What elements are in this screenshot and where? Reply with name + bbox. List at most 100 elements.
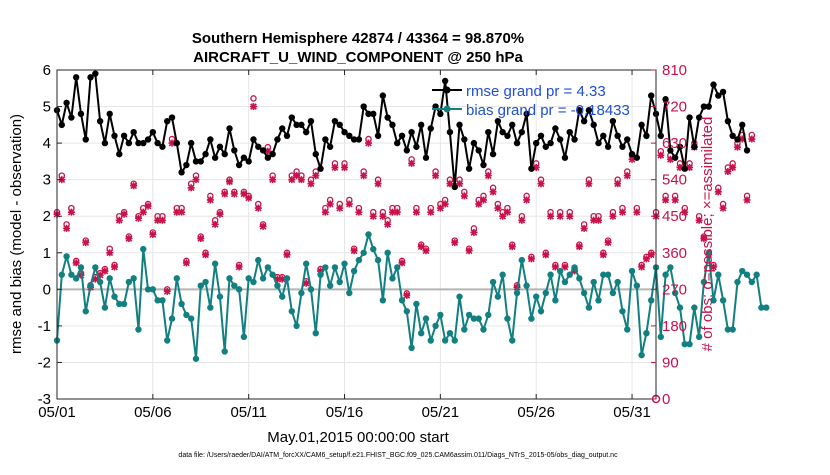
obs-possible-point [638, 261, 645, 269]
rmse-point [111, 132, 118, 139]
obs-possible-point [101, 265, 109, 273]
obs-assimilated-point [499, 212, 507, 220]
left-tick-label: 3 [43, 172, 51, 189]
rmse-point [144, 136, 152, 143]
bias-point [422, 315, 430, 322]
obs-possible-point [346, 196, 353, 204]
bias-point [437, 311, 444, 319]
bias-point [154, 297, 161, 304]
bias-point [556, 267, 564, 275]
rmse-point [255, 143, 262, 150]
obs-possible-point [633, 204, 641, 212]
obs-assimilated-point [580, 224, 588, 232]
obs-possible-point [360, 168, 367, 175]
obs-possible-point [135, 212, 142, 220]
obs-assimilated-point [254, 204, 262, 212]
rmse-point [235, 161, 243, 169]
obs-possible-point [68, 204, 75, 212]
bias-point [446, 330, 454, 337]
rmse-point [475, 147, 482, 154]
obs-possible-point [216, 208, 224, 216]
bias-point [355, 256, 363, 264]
bias-series [53, 230, 770, 362]
obs-assimilated-point [518, 216, 526, 224]
obs-assimilated-point [379, 212, 387, 220]
obs-assimilated-point [484, 172, 492, 180]
obs-possible-point [504, 204, 511, 212]
obs-possible-point [374, 176, 382, 183]
obs-assimilated-point [360, 172, 368, 180]
bias-point [710, 297, 717, 304]
obs-possible-point [211, 217, 219, 224]
rmse-point [207, 136, 214, 143]
obs-assimilated-point [494, 204, 502, 212]
rmse-point [269, 150, 276, 158]
obs-assimilated-point [115, 216, 123, 224]
rmse-point [154, 139, 161, 147]
obs-assimilated-point [331, 163, 339, 171]
rmse-point [96, 117, 104, 125]
obs-possible-point [662, 192, 669, 200]
rmse-point [116, 150, 123, 158]
obs-possible-point [63, 221, 70, 228]
obs-assimilated-point [470, 228, 478, 236]
obs-possible-point [623, 168, 631, 175]
obs-possible-point [355, 204, 363, 212]
bias-point [140, 245, 147, 253]
bias-point [499, 271, 506, 278]
rmse-point [600, 132, 607, 139]
right-y-axis-label: # of obs: o=possible; ×=assimilated [699, 117, 716, 352]
right-tick-label: 180 [662, 318, 687, 335]
rmse-point [374, 132, 382, 139]
x-tick-label: 05/16 [326, 404, 364, 421]
bias-point [763, 304, 770, 311]
rmse-point [187, 139, 195, 147]
bias-point [494, 293, 502, 300]
rmse-point [68, 114, 75, 121]
bias-point [259, 275, 267, 282]
obs-possible-point [715, 184, 722, 192]
rmse-point [307, 117, 315, 125]
obs-assimilated-point [695, 216, 703, 224]
left-tick-label: -2 [38, 354, 51, 371]
obs-possible-point [240, 188, 248, 196]
obs-possible-point [192, 172, 200, 179]
bias-point [451, 337, 458, 344]
bias-point [87, 282, 94, 289]
left-tick-label: 6 [43, 62, 51, 79]
obs-assimilated-point [192, 176, 200, 184]
obs-assimilated-point [297, 176, 305, 184]
bias-point [331, 264, 339, 271]
bias-point [441, 337, 449, 344]
obs-possible-point [643, 253, 650, 261]
rmse-point [485, 128, 492, 136]
rmse-point [537, 132, 545, 139]
rmse-point [561, 154, 569, 161]
obs-assimilated-point [388, 208, 396, 216]
obs-possible-point [437, 200, 444, 208]
rmse-point [719, 88, 727, 96]
obs-possible-point [432, 168, 439, 175]
obs-possible-point [595, 212, 602, 220]
bias-point [461, 326, 468, 333]
obs-possible-point [207, 192, 214, 200]
bias-point [609, 289, 617, 297]
rmse-point [240, 154, 248, 161]
bias-point [77, 264, 85, 271]
obs-assimilated-point [724, 168, 732, 176]
obs-assimilated-point [609, 212, 617, 220]
rmse-point [604, 143, 612, 150]
obs-possible-point [350, 245, 358, 252]
rmse-point [140, 139, 147, 147]
bias-point [533, 293, 540, 300]
rmse-point [662, 96, 669, 103]
obs-possible-point [537, 176, 545, 183]
obs-possible-point [283, 249, 291, 257]
rmse-point [547, 139, 554, 147]
obs-assimilated-point [106, 249, 114, 257]
rmse-point [437, 110, 444, 118]
obs-assimilated-point [384, 220, 392, 228]
bias-point [216, 293, 224, 300]
obs-assimilated-point [671, 196, 679, 204]
chart-title-line-2: AIRCRAFT_U_WIND_COMPONENT @ 250 hPa [193, 49, 523, 66]
